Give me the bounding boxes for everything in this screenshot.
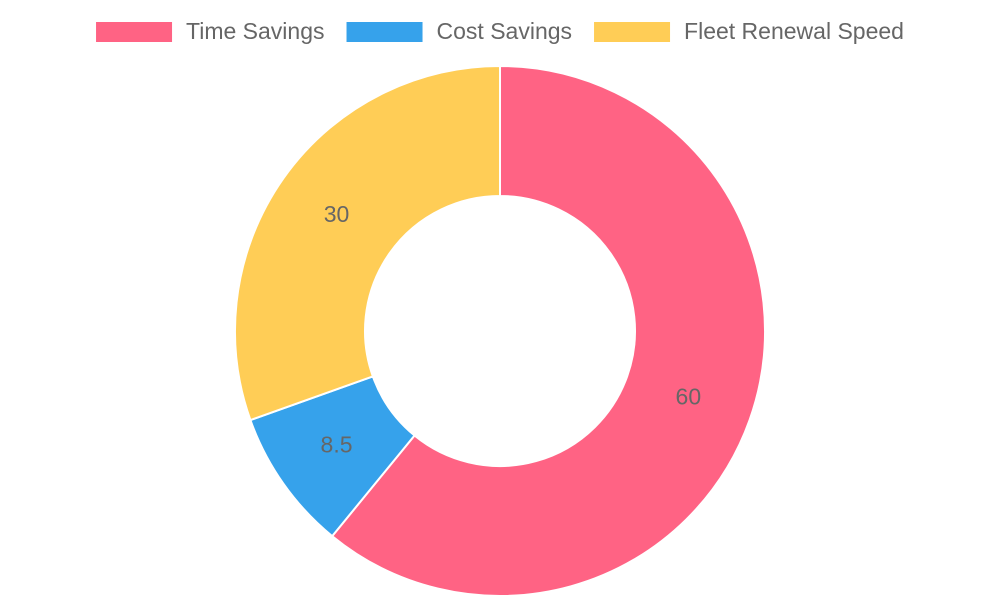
segment[interactable] xyxy=(234,64,501,422)
legend-swatch[interactable] xyxy=(96,22,173,42)
segment[interactable] xyxy=(330,64,766,597)
legend-label[interactable]: Time Savings xyxy=(186,18,324,44)
legend-swatch[interactable] xyxy=(346,22,423,42)
legend-label[interactable]: Fleet Renewal Speed xyxy=(684,18,904,44)
data-label: 30 xyxy=(324,201,350,227)
data-label: 8.5 xyxy=(321,431,353,457)
legend-swatch[interactable] xyxy=(594,22,671,42)
legend-label[interactable]: Cost Savings xyxy=(437,18,573,44)
data-label: 60 xyxy=(676,383,702,409)
